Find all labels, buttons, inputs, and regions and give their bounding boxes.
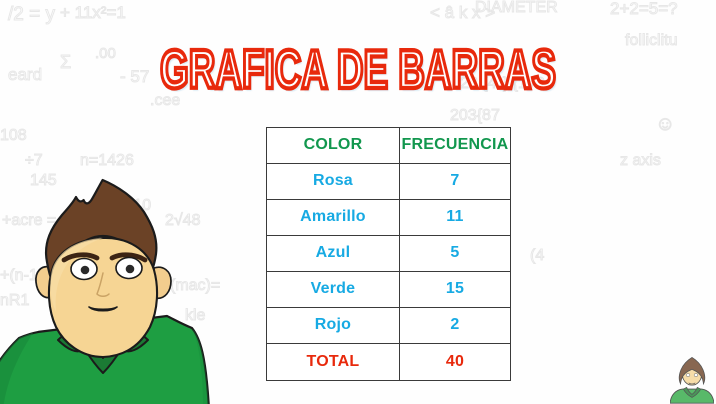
svg-text:2+2=5=?: 2+2=5=? [610, 0, 678, 18]
svg-text:☺: ☺ [655, 113, 675, 135]
svg-text:DIAMETER: DIAMETER [475, 0, 558, 16]
svg-text:z axis: z axis [620, 152, 661, 169]
svg-text:/2 = y: /2 = y [8, 4, 55, 25]
svg-text:(4: (4 [530, 247, 544, 264]
svg-text:÷7: ÷7 [25, 152, 43, 169]
svg-text:n=1426: n=1426 [80, 152, 134, 169]
svg-text:203{87: 203{87 [450, 107, 500, 124]
svg-text:108: 108 [0, 127, 27, 144]
svg-text:+ 11x²=1: + 11x²=1 [60, 3, 126, 22]
